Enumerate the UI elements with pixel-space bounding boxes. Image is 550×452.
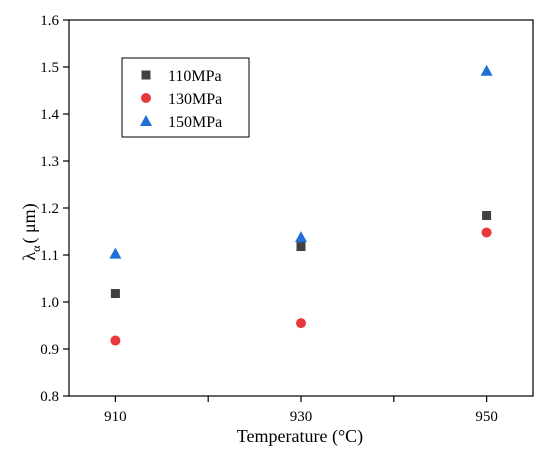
data-point-110MPa	[482, 211, 492, 221]
data-point-130MPa	[481, 227, 492, 238]
y-tick-label: 1.6	[40, 13, 59, 29]
y-axis: 0.8 0.9 1.0 1.1 1.2 1.3 1.4 1.5 1.6	[40, 13, 69, 405]
y-tick-label: 0.8	[40, 389, 59, 405]
x-tick-label: 910	[104, 409, 127, 425]
x-tick-label: 930	[290, 409, 313, 425]
y-tick-label: 1.1	[40, 248, 59, 264]
legend-marker-130MPa	[141, 93, 151, 103]
data-points	[109, 64, 493, 346]
data-point-150MPa	[295, 231, 307, 243]
legend-label: 130MPa	[168, 91, 222, 108]
data-point-130MPa	[110, 335, 121, 346]
legend-marker-150MPa	[140, 115, 152, 126]
y-axis-label-unit: ( μm)	[19, 203, 40, 243]
y-tick-label: 1.0	[40, 295, 59, 311]
x-axis-label: Temperature (°C)	[237, 426, 363, 447]
legend-label: 150MPa	[168, 114, 222, 131]
y-axis-label-subscript: α	[29, 245, 43, 252]
legend: 110MPa 130MPa 150MPa	[121, 57, 250, 138]
data-point-130MPa	[296, 318, 306, 329]
y-tick-label: 1.3	[40, 154, 59, 170]
y-tick-label: 1.4	[40, 107, 59, 123]
y-tick-label: 0.9	[40, 342, 59, 358]
data-point-150MPa	[480, 64, 493, 76]
legend-label: 110MPa	[168, 68, 222, 85]
x-axis: 910 930 950	[104, 396, 498, 425]
x-tick-label: 950	[475, 409, 498, 425]
data-point-110MPa	[296, 242, 306, 252]
y-axis-label: λα ( μm)	[19, 203, 43, 260]
legend-marker-110MPa	[141, 70, 151, 80]
data-point-110MPa	[110, 289, 120, 299]
y-tick-label: 1.5	[40, 60, 59, 76]
data-point-150MPa	[109, 247, 122, 259]
y-tick-label: 1.2	[40, 201, 59, 217]
y-axis-label-symbol: λ	[19, 252, 39, 261]
